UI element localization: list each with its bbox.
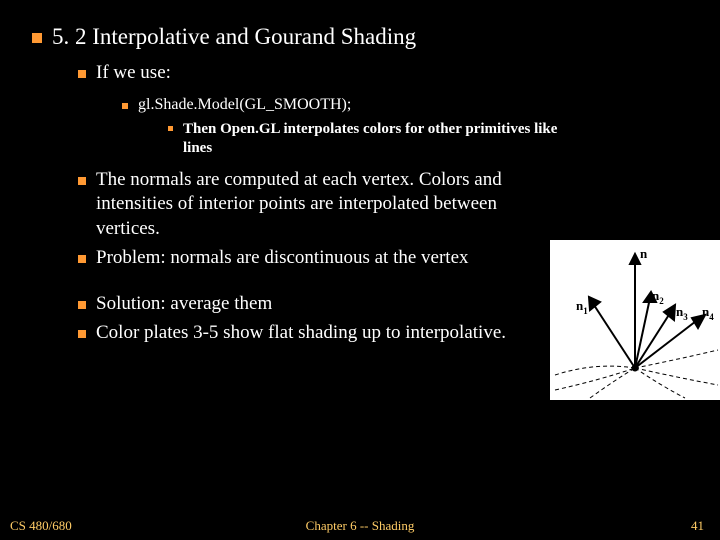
code-line: gl.Shade.Model(GL_SMOOTH); [122,96,700,114]
footer-center: Chapter 6 -- Shading [306,518,415,534]
code-text: gl.Shade.Model(GL_SMOOTH); [138,96,351,114]
footer: CS 480/680 Chapter 6 -- Shading 41 [0,512,720,534]
bullet-icon [78,70,86,78]
svg-text:n2: n2 [652,288,664,306]
normals-diagram: n n1 n2 n3 n4 [550,240,720,400]
sub-note: Then Open.GL interpolates colors for oth… [168,120,558,158]
body-text: Problem: normals are discontinuous at th… [96,246,469,271]
diagram-svg: n n1 n2 n3 n4 [550,240,720,400]
sub-heading: If we use: [78,62,700,84]
slide-title: 5. 2 Interpolative and Gourand Shading [52,24,416,50]
body-item-1: The normals are computed at each vertex.… [78,168,700,242]
body-text: The normals are computed at each vertex.… [96,168,556,242]
heading-line: 5. 2 Interpolative and Gourand Shading [32,24,700,50]
body-text: Solution: average them [96,292,272,317]
sub-note-text: Then Open.GL interpolates colors for oth… [183,120,558,158]
footer-left: CS 480/680 [10,518,72,534]
body-text: Color plates 3-5 show flat shading up to… [96,321,506,346]
svg-text:n3: n3 [676,304,688,322]
bullet-icon [168,126,173,131]
bullet-icon [78,301,86,309]
bullet-icon [32,33,42,43]
bullet-icon [78,330,86,338]
bullet-icon [78,255,86,263]
bullet-icon [78,177,86,185]
sub-heading-text: If we use: [96,62,171,84]
bullet-icon [122,103,128,109]
svg-text:n: n [640,246,648,261]
svg-text:n4: n4 [702,304,714,322]
slide-container: 5. 2 Interpolative and Gourand Shading I… [0,0,720,540]
footer-page-number: 41 [691,518,704,534]
svg-text:n1: n1 [576,298,588,316]
